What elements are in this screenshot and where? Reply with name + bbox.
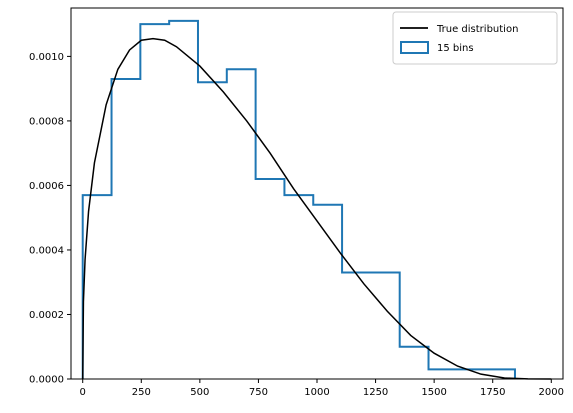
y-tick-label: 0.0006 [29, 181, 64, 192]
x-tick-label: 1750 [480, 387, 505, 398]
x-tick-label: 1500 [421, 387, 446, 398]
x-tick-label: 500 [190, 387, 209, 398]
y-tick-label: 0.0010 [29, 52, 64, 63]
x-tick-label: 1250 [363, 387, 388, 398]
y-tick-label: 0.0008 [29, 116, 64, 127]
y-tick-label: 0.0004 [29, 245, 64, 256]
y-tick-label: 0.0002 [29, 310, 64, 321]
legend-swatch-15-bins [400, 41, 429, 54]
legend-label-15-bins: 15 bins [437, 43, 474, 54]
y-tick-label: 0.0000 [29, 375, 64, 386]
legend: True distribution 15 bins [392, 11, 558, 65]
legend-frame [392, 11, 558, 65]
legend-label-true-distribution: True distribution [436, 24, 518, 35]
x-tick-label: 0 [80, 387, 86, 398]
true-distribution-line [81, 37, 552, 380]
x-tick-label: 1000 [304, 387, 329, 398]
histogram-15-bins [81, 19, 516, 379]
x-tick-label: 750 [249, 387, 268, 398]
x-tick-label: 2000 [539, 387, 564, 398]
axes: 0 250 500 750 1000 1250 1500 1750 2000 0.0000 0.00… [29, 7, 564, 398]
plot-area [81, 19, 552, 380]
x-tick-label: 250 [132, 387, 151, 398]
